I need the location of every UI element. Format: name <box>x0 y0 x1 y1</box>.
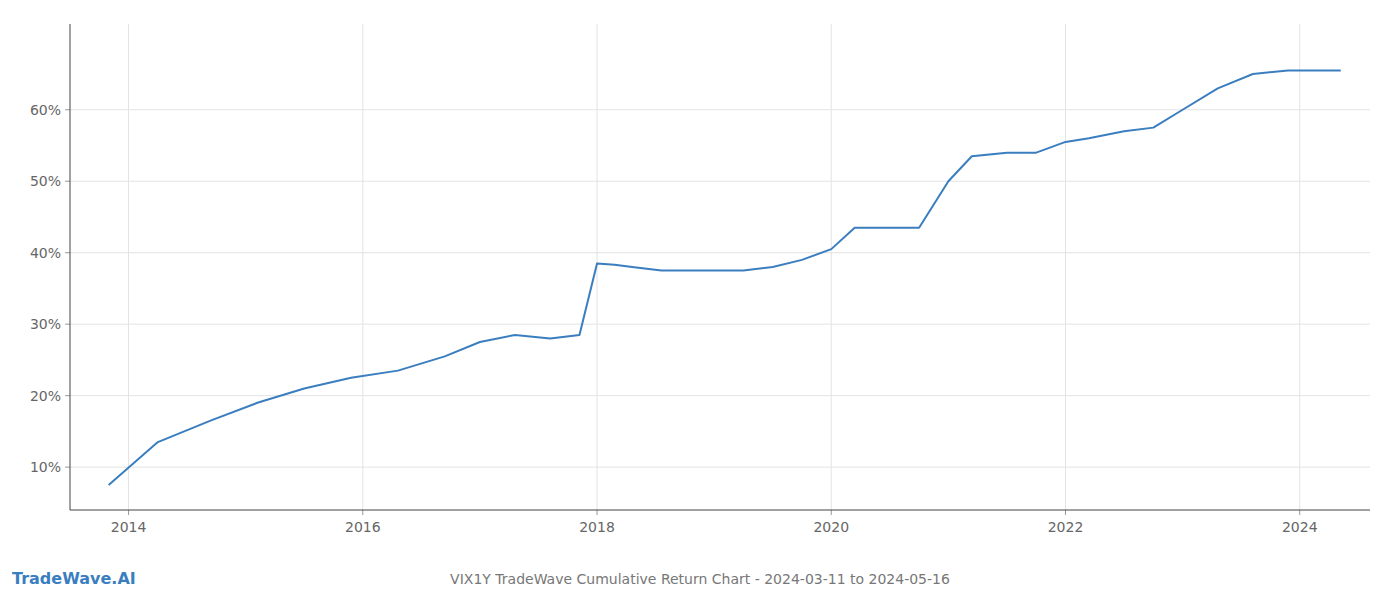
tick-label-y: 50% <box>30 173 61 189</box>
tick-label-y: 40% <box>30 245 61 261</box>
line <box>109 70 1341 485</box>
grid-line-y <box>70 467 1370 468</box>
tick-label-x: 2014 <box>111 519 147 535</box>
grid-line-x <box>1065 24 1066 510</box>
tick-x <box>1065 510 1066 515</box>
grid-line-x <box>128 24 129 510</box>
chart: 2014 2016 2018 2020 2022 2024 10% 20% 30% 40% 50% 6… <box>0 0 1400 600</box>
grid-line-y <box>70 324 1370 325</box>
plot-area <box>109 70 1341 485</box>
tick-label-y: 60% <box>30 102 61 118</box>
tick-x <box>831 510 832 515</box>
grid-line-y <box>70 252 1370 253</box>
tick-y <box>65 109 70 110</box>
tick-y <box>65 181 70 182</box>
tick-x <box>362 510 363 515</box>
tick-label-x: 2022 <box>1048 519 1084 535</box>
title: VIX1Y TradeWave Cumulative Return Chart … <box>450 571 950 587</box>
grid-line-x <box>1299 24 1300 510</box>
tick-y <box>65 252 70 253</box>
tick-label-y: 30% <box>30 316 61 332</box>
tick-x <box>597 510 598 515</box>
grid-line-x <box>362 24 363 510</box>
grid-line-y <box>70 109 1370 110</box>
tick-label-y: 20% <box>30 388 61 404</box>
tick-label-x: 2020 <box>813 519 849 535</box>
tick-y <box>65 324 70 325</box>
axis-line-y <box>70 24 71 510</box>
grid-line-x <box>831 24 832 510</box>
tick-x <box>128 510 129 515</box>
tick-label-y: 10% <box>30 459 61 475</box>
tick-label-x: 2018 <box>579 519 615 535</box>
tick-y <box>65 467 70 468</box>
grid-line-y <box>70 181 1370 182</box>
axes: 2014 2016 2018 2020 2022 2024 10% 20% 30% 40% 50% 6… <box>30 24 1370 535</box>
tick-label-x: 2016 <box>345 519 381 535</box>
grid-line-y <box>70 395 1370 396</box>
tick-x <box>1299 510 1300 515</box>
axis-line-x <box>70 510 1370 511</box>
watermark: TradeWave.AI <box>12 569 136 588</box>
tick-y <box>65 395 70 396</box>
grid <box>70 24 1370 510</box>
tick-label-x: 2024 <box>1282 519 1318 535</box>
